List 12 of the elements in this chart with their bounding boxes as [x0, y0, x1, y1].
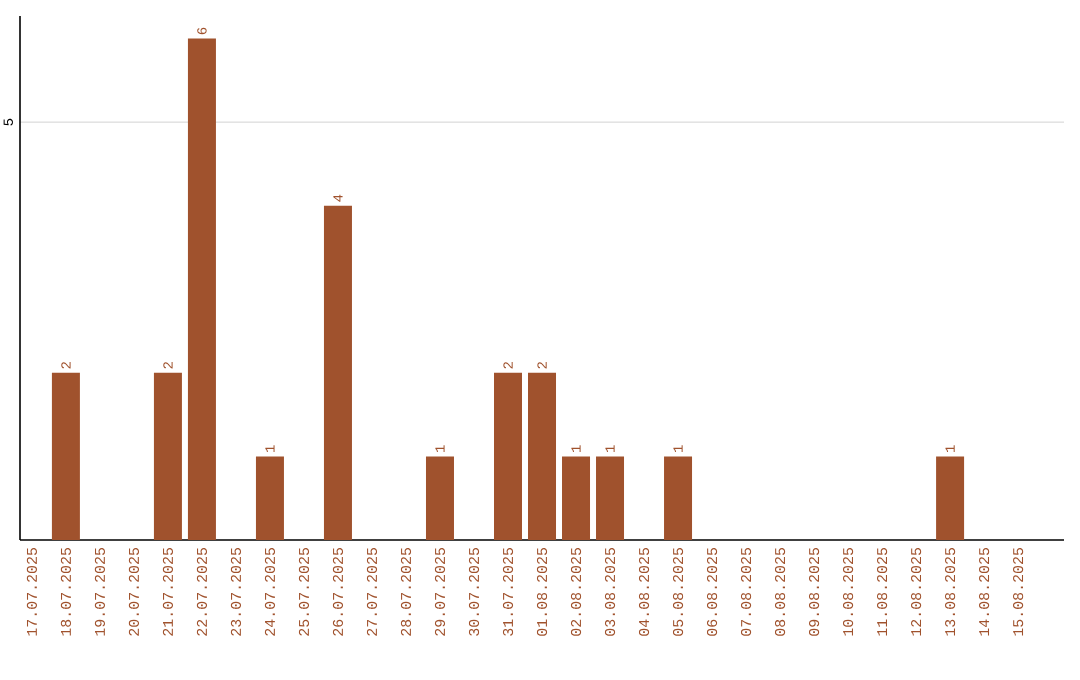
bar	[323, 205, 352, 540]
bar	[255, 456, 284, 540]
bar	[494, 372, 522, 540]
bar	[153, 372, 182, 540]
bar	[51, 372, 80, 540]
bar	[187, 38, 216, 540]
bar	[528, 372, 557, 540]
bar	[425, 456, 454, 540]
bar	[664, 456, 693, 540]
bar	[562, 456, 591, 540]
bar	[936, 456, 965, 540]
bar	[596, 456, 625, 540]
